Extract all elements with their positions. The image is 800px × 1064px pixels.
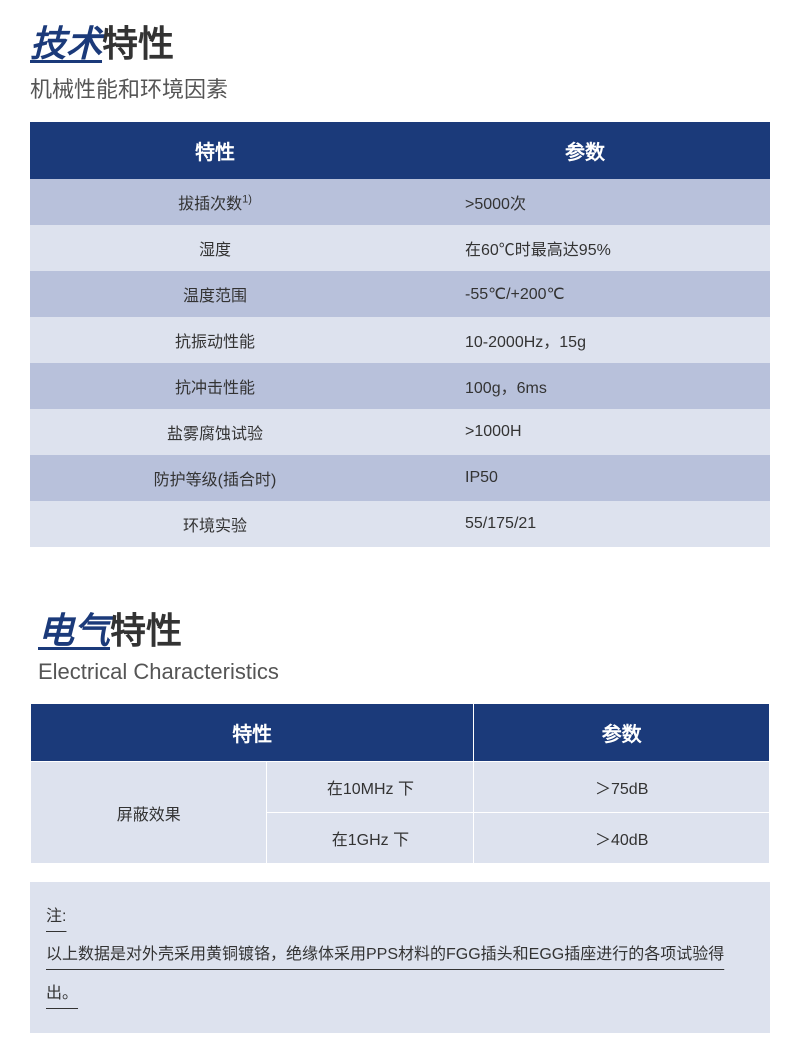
value-cell: IP50 — [400, 455, 770, 501]
property-cell: 温度范围 — [30, 271, 400, 317]
section2-title-highlight: 电气 — [38, 610, 110, 651]
table-row: 防护等级(插合时)IP50 — [30, 455, 770, 501]
section1-title-normal: 特性 — [102, 23, 174, 64]
section-electrical: 电气特性 Electrical Characteristics — [30, 602, 770, 685]
technical-table: 特性 参数 拔插次数1)>5000次湿度在60℃时最高达95%温度范围-55℃/… — [30, 122, 770, 547]
property-cell: 湿度 — [30, 225, 400, 271]
value-cell: 10-2000Hz，15g — [400, 317, 770, 363]
value-cell: ＞40dB — [474, 813, 770, 864]
section1-title-highlight: 技术 — [30, 23, 102, 64]
note-text: 以上数据是对外壳采用黄铜镀铬，绝缘体采用PPS材料的FGG插头和EGG插座进行的… — [46, 946, 724, 1011]
table-header-row: 特性 参数 — [31, 704, 770, 762]
property-cell: 环境实验 — [30, 501, 400, 547]
section2-title: 电气特性 — [38, 602, 770, 654]
footnote-marker: 1) — [242, 194, 252, 206]
table1-header-col2: 参数 — [400, 122, 770, 179]
value-cell: >5000次 — [400, 179, 770, 225]
table2-header-col2: 参数 — [474, 704, 770, 762]
table-row: 湿度在60℃时最高达95% — [30, 225, 770, 271]
table2-header-col1: 特性 — [31, 704, 474, 762]
electrical-table: 特性 参数 屏蔽效果 在10MHz 下 ＞75dB 在1GHz 下 ＞40dB — [30, 703, 770, 864]
shielding-label: 屏蔽效果 — [31, 762, 267, 864]
note-section: 注: 以上数据是对外壳采用黄铜镀铬，绝缘体采用PPS材料的FGG插头和EGG插座… — [30, 882, 770, 1033]
table-row: 抗振动性能10-2000Hz，15g — [30, 317, 770, 363]
section-technical: 技术特性 机械性能和环境因素 特性 参数 拔插次数1)>5000次湿度在60℃时… — [30, 15, 770, 547]
value-cell: 在60℃时最高达95% — [400, 225, 770, 271]
table1-header-col1: 特性 — [30, 122, 400, 179]
value-cell: 100g，6ms — [400, 363, 770, 409]
condition-cell: 在10MHz 下 — [267, 762, 474, 813]
table-row: 环境实验55/175/21 — [30, 501, 770, 547]
table-row: 温度范围-55℃/+200℃ — [30, 271, 770, 317]
section1-subtitle: 机械性能和环境因素 — [30, 72, 770, 104]
section2-title-normal: 特性 — [110, 610, 182, 651]
note-label: 注: — [46, 908, 66, 935]
table-row: 抗冲击性能100g，6ms — [30, 363, 770, 409]
condition-cell: 在1GHz 下 — [267, 813, 474, 864]
property-cell: 抗振动性能 — [30, 317, 400, 363]
table-header-row: 特性 参数 — [30, 122, 770, 179]
table-row: 屏蔽效果 在10MHz 下 ＞75dB — [31, 762, 770, 813]
value-cell: -55℃/+200℃ — [400, 271, 770, 317]
value-cell: ＞75dB — [474, 762, 770, 813]
table-row: 拔插次数1)>5000次 — [30, 179, 770, 225]
property-cell: 拔插次数1) — [30, 179, 400, 225]
property-cell: 防护等级(插合时) — [30, 455, 400, 501]
value-cell: 55/175/21 — [400, 501, 770, 547]
property-cell: 盐雾腐蚀试验 — [30, 409, 400, 455]
property-cell: 抗冲击性能 — [30, 363, 400, 409]
value-cell: >1000H — [400, 409, 770, 455]
section2-subtitle: Electrical Characteristics — [38, 659, 770, 685]
table-row: 盐雾腐蚀试验>1000H — [30, 409, 770, 455]
section1-title: 技术特性 — [30, 15, 770, 67]
